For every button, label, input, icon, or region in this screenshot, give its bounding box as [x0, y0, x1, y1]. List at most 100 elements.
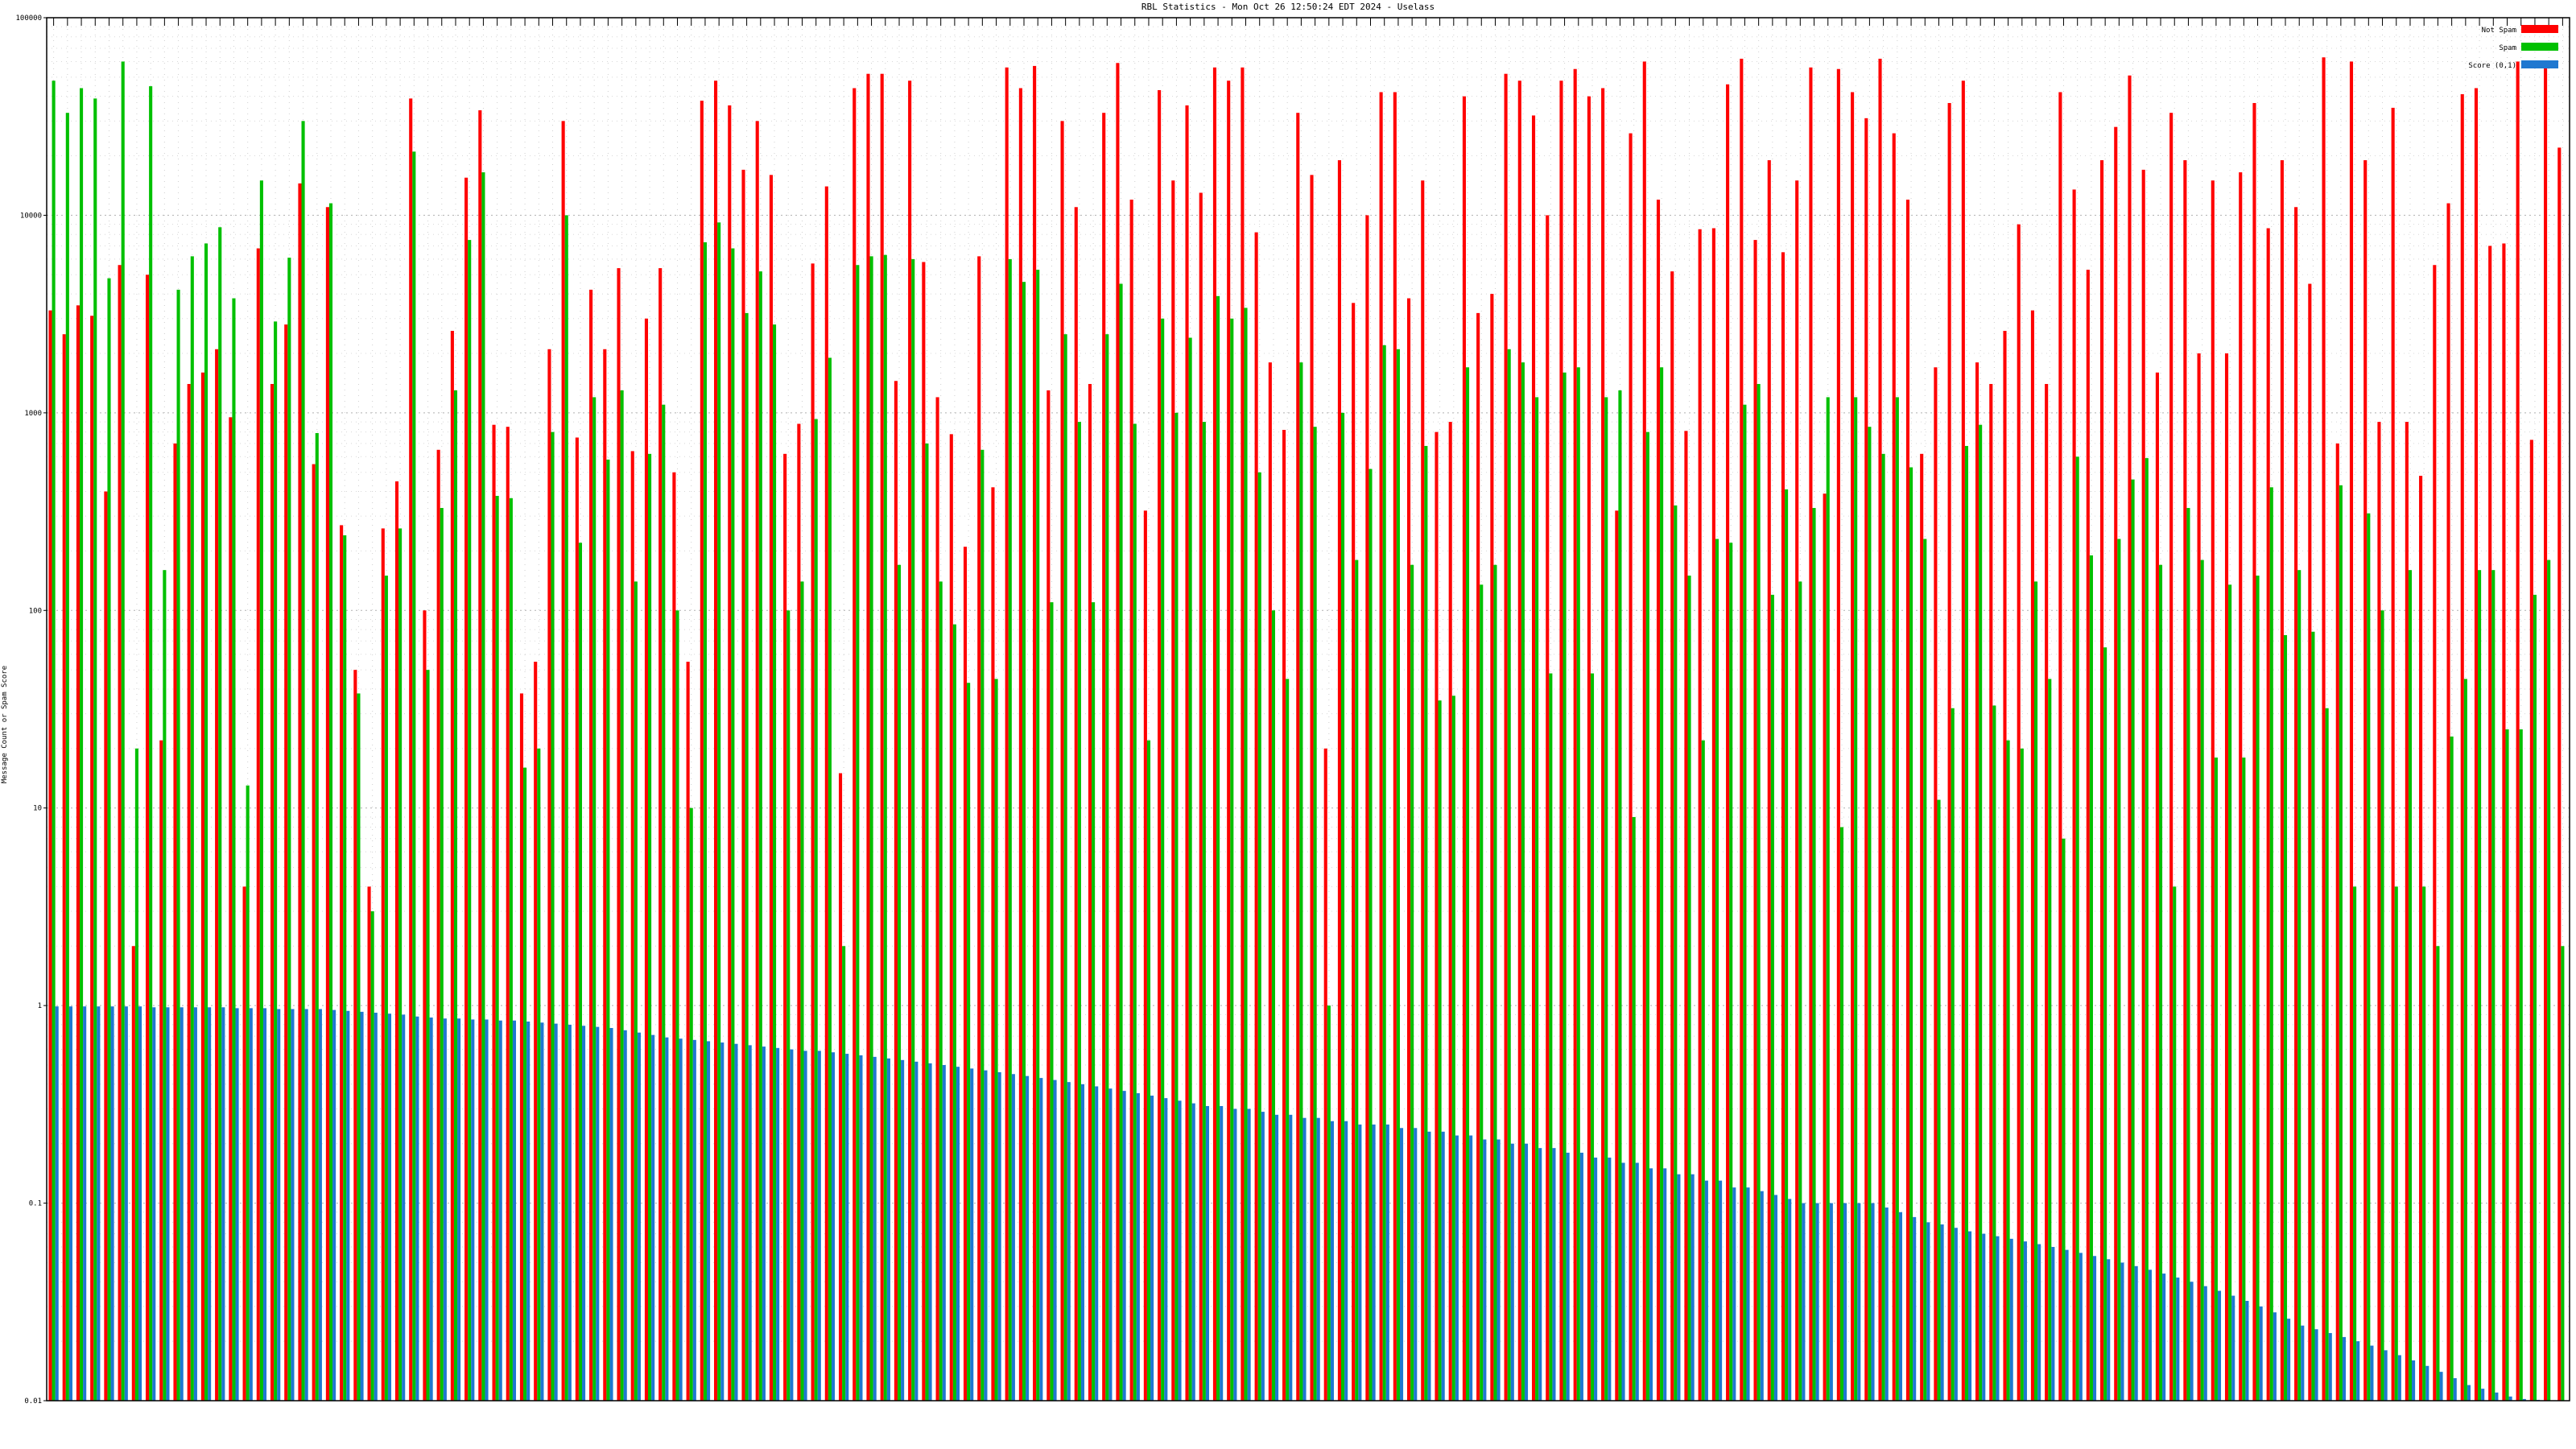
bar-2 — [124, 1006, 128, 1401]
bar-1 — [107, 278, 111, 1401]
bar-2 — [1898, 1212, 1902, 1401]
bar-1 — [897, 564, 902, 1401]
bar-1 — [1743, 404, 1747, 1401]
bar-2 — [1510, 1143, 1514, 1401]
bar-2 — [1579, 1152, 1583, 1401]
bar-2 — [1399, 1128, 1404, 1401]
bar-1 — [2533, 594, 2537, 1401]
bar-0 — [131, 946, 135, 1401]
bar-0 — [2488, 246, 2492, 1401]
bar-2 — [984, 1070, 988, 1401]
bar-0 — [949, 434, 953, 1401]
bar-2 — [2231, 1295, 2235, 1401]
bar-1 — [2131, 479, 2135, 1401]
bar-0 — [824, 186, 828, 1401]
bar-2 — [637, 1032, 641, 1401]
bar-1 — [1382, 345, 1386, 1401]
bar-1 — [2311, 631, 2315, 1401]
bar-2 — [2508, 1396, 2512, 1401]
bar-1 — [453, 390, 458, 1401]
bar-0 — [1074, 207, 1078, 1401]
bar-1 — [634, 581, 638, 1401]
bar-2 — [776, 1047, 780, 1401]
y-tick-label: 10000 — [20, 212, 42, 220]
bar-1 — [1839, 827, 1844, 1401]
bar-2 — [1289, 1114, 1293, 1401]
bar-2 — [1996, 1236, 2000, 1401]
bar-1 — [551, 431, 555, 1401]
bar-1 — [1868, 427, 1872, 1402]
bar-2 — [332, 1009, 336, 1401]
bar-0 — [2529, 440, 2533, 1401]
bar-1 — [1092, 602, 1096, 1401]
bar-0 — [2252, 102, 2256, 1402]
bar-0 — [534, 662, 538, 1401]
bar-2 — [1926, 1222, 1930, 1401]
bar-1 — [1812, 508, 1816, 1401]
bar-2 — [304, 1009, 308, 1401]
bar-0 — [2169, 113, 2174, 1402]
bar-0 — [2391, 107, 2395, 1402]
bar-1 — [911, 258, 915, 1401]
bar-1 — [2103, 647, 2107, 1401]
bar-2 — [1427, 1131, 1431, 1401]
bar-0 — [617, 268, 621, 1401]
bar-2 — [554, 1023, 558, 1401]
bar-0 — [1587, 96, 1591, 1401]
bar-1 — [939, 581, 943, 1401]
bar-1 — [2436, 946, 2440, 1401]
bar-2 — [1385, 1124, 1389, 1401]
bar-1 — [1757, 383, 1761, 1401]
bar-2 — [2273, 1312, 2277, 1401]
bar-1 — [2173, 886, 2177, 1401]
bar-1 — [176, 289, 180, 1402]
bar-1 — [259, 180, 263, 1402]
bar-2 — [1967, 1231, 1972, 1401]
bar-2 — [914, 1061, 919, 1401]
bar-2 — [235, 1008, 239, 1401]
bar-0 — [2211, 180, 2215, 1402]
bar-0 — [2045, 383, 2049, 1401]
bar-0 — [1254, 232, 1258, 1402]
bar-0 — [1462, 96, 1466, 1401]
bar-1 — [2117, 539, 2121, 1402]
bar-0 — [908, 80, 912, 1401]
bar-1 — [1881, 453, 1885, 1401]
bar-1 — [689, 807, 693, 1401]
bar-0 — [1060, 121, 1064, 1402]
bar-2 — [138, 1006, 142, 1401]
bar-0 — [1698, 229, 1702, 1401]
bar-2 — [1760, 1191, 1764, 1401]
bar-2 — [2384, 1350, 2388, 1401]
bar-1 — [357, 693, 361, 1401]
bar-1 — [2048, 679, 2052, 1401]
bar-0 — [2266, 228, 2270, 1401]
bar-1 — [2505, 729, 2509, 1401]
bar-2 — [2481, 1389, 2485, 1401]
bar-0 — [2114, 126, 2118, 1401]
legend-swatch — [2521, 60, 2558, 68]
bar-2 — [1719, 1180, 1723, 1401]
bar-1 — [1909, 467, 1913, 1401]
bar-0 — [367, 886, 371, 1401]
bar-1 — [1770, 594, 1774, 1401]
bar-1 — [745, 312, 749, 1401]
bar-1 — [772, 324, 777, 1401]
bar-0 — [90, 316, 94, 1401]
bar-1 — [1340, 412, 1345, 1401]
bar-2 — [1136, 1093, 1140, 1401]
bar-2 — [623, 1030, 627, 1401]
bar-2 — [1178, 1100, 1182, 1401]
bar-1 — [1480, 584, 1484, 1401]
bar-0 — [1310, 175, 1314, 1402]
bar-1 — [2491, 570, 2496, 1401]
bar-1 — [1951, 708, 1955, 1401]
bar-2 — [1441, 1131, 1445, 1401]
bar-0 — [880, 73, 884, 1401]
bar-0 — [2280, 160, 2284, 1401]
bar-2 — [152, 1007, 156, 1401]
bar-2 — [68, 1006, 72, 1401]
bar-2 — [1829, 1203, 1833, 1401]
bar-2 — [609, 1028, 613, 1401]
